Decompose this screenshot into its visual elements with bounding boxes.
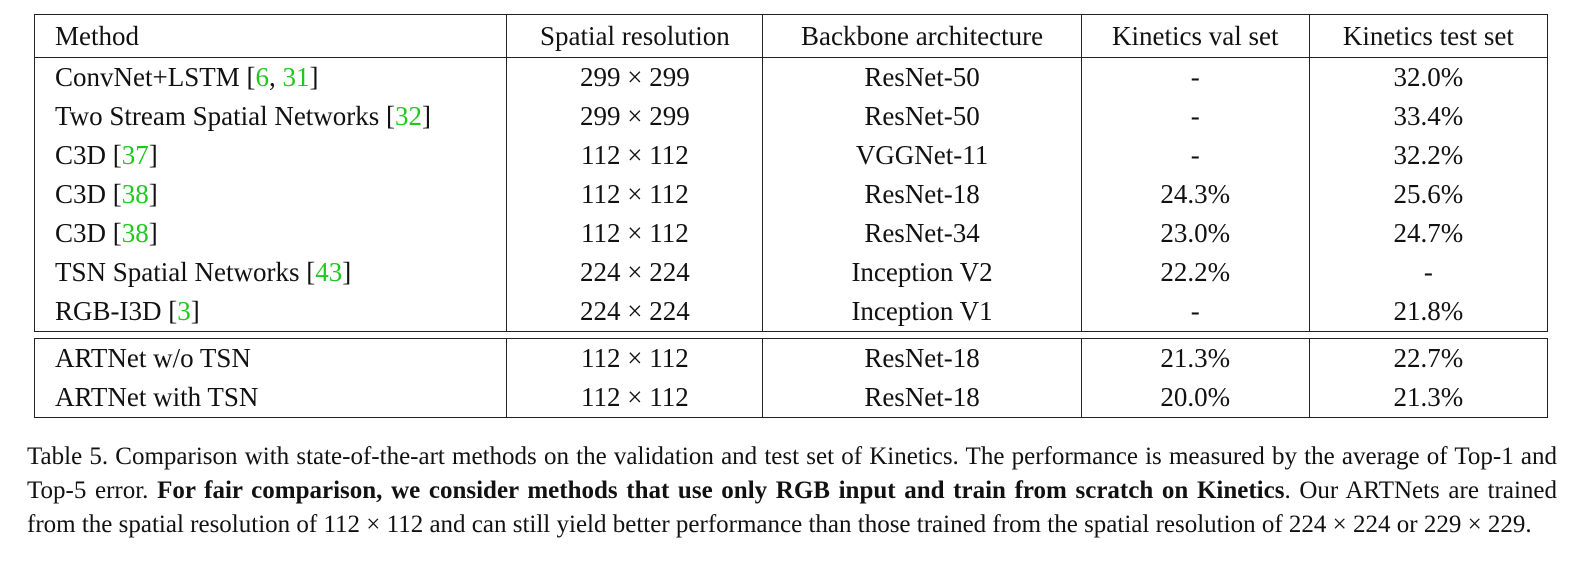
table-header-row: Method Spatial resolution Backbone archi… — [33, 14, 1549, 58]
citation-link[interactable]: 38 — [121, 218, 149, 248]
cell-backbone: Inception V1 — [762, 292, 1082, 332]
cell-val: - — [1080, 136, 1310, 175]
cell-test: 21.3% — [1308, 378, 1549, 418]
table-row: ConvNet+LSTM [6, 31] 299 × 299 ResNet-50-3… — [33, 57, 1549, 97]
table-row: ARTNet w/o TSN 112 × 112 ResNet-18 21.3% 22.… — [33, 338, 1549, 378]
cell-method: C3D [38] — [33, 175, 508, 214]
cell-backbone: ResNet-18 — [762, 378, 1082, 418]
caption-bold-text: For fair comparison, we consider methods… — [157, 477, 1285, 504]
cell-val: - — [1080, 57, 1310, 97]
table-row: ARTNet with TSN 112 × 112 ResNet-18 20.0% 21… — [33, 378, 1549, 418]
cell-method: ConvNet+LSTM [6, 31] — [33, 57, 508, 97]
cell-backbone: VGGNet-11 — [762, 136, 1082, 175]
table-row: C3D [38] 112 × 112 ResNet-18 24.3% 25.6% — [33, 175, 1549, 214]
cell-test: 25.6% — [1308, 175, 1549, 214]
cell-method: RGB-I3D [3] — [33, 292, 508, 332]
cell-resolution: 299 × 299 — [506, 97, 764, 136]
cell-backbone: ResNet-34 — [762, 214, 1082, 253]
table-row: C3D [38] 112 × 112 ResNet-34 23.0% 24.7% — [33, 214, 1549, 253]
cell-resolution: 112 × 112 — [506, 175, 764, 214]
cell-test: - — [1308, 253, 1549, 292]
method-name: ConvNet+LSTM [ — [55, 62, 256, 92]
method-name: Two Stream Spatial Networks [ — [55, 101, 396, 131]
cell-val: - — [1080, 97, 1310, 136]
caption-text-end: . Our ARTNets are trained from the spati… — [27, 477, 1557, 538]
cell-resolution: 112 × 112 — [506, 136, 764, 175]
cell-backbone: ResNet-18 — [762, 338, 1082, 378]
cell-test: 21.8% — [1308, 292, 1549, 332]
results-table: Method Spatial resolution Backbone archi… — [33, 14, 1549, 418]
citation-link[interactable]: 3 — [177, 296, 191, 326]
method-name: TSN Spatial Networks [ — [55, 257, 316, 287]
cell-resolution: 224 × 224 — [506, 253, 764, 292]
cell-backbone: ResNet-50 — [762, 97, 1082, 136]
table-row: Two Stream Spatial Networks [32] 299 × 29… — [33, 97, 1549, 136]
cell-resolution: 112 × 112 — [506, 214, 764, 253]
citation-link[interactable]: 43 — [315, 257, 343, 287]
method-name: C3D [ — [55, 179, 122, 209]
cell-test: 32.0% — [1308, 57, 1549, 97]
table-row: C3D [37] 112 × 112 VGGNet-11-32.2% — [33, 136, 1549, 175]
method-name: RGB-I3D [ — [55, 296, 178, 326]
cell-backbone: ResNet-50 — [762, 57, 1082, 97]
cell-val: - — [1080, 292, 1310, 332]
citation-link[interactable]: 37 — [121, 140, 149, 170]
method-name: C3D [ — [55, 140, 122, 170]
table-body: ConvNet+LSTM [6, 31] 299 × 299 ResNet-50-3… — [33, 57, 1549, 418]
cell-resolution: 299 × 299 — [506, 57, 764, 97]
citation-link[interactable]: 32 — [395, 101, 423, 131]
cell-resolution: 112 × 112 — [506, 378, 764, 418]
citation-link[interactable]: 38 — [121, 179, 149, 209]
citation-link[interactable]: 31 — [282, 62, 310, 92]
cell-method: C3D [38] — [33, 214, 508, 253]
method-name: ARTNet w/o TSN — [55, 343, 251, 373]
cell-test: 24.7% — [1308, 214, 1549, 253]
header-val: Kinetics val set — [1080, 14, 1310, 58]
cell-method: C3D [37] — [33, 136, 508, 175]
cell-test: 33.4% — [1308, 97, 1549, 136]
citation-link[interactable]: 6 — [255, 62, 269, 92]
cell-backbone: Inception V2 — [762, 253, 1082, 292]
header-backbone: Backbone architecture — [762, 14, 1082, 58]
cell-backbone: ResNet-18 — [762, 175, 1082, 214]
cell-val: 21.3% — [1080, 338, 1310, 378]
cell-test: 22.7% — [1308, 338, 1549, 378]
method-name: C3D [ — [55, 218, 122, 248]
cell-val: 22.2% — [1080, 253, 1310, 292]
cell-resolution: 112 × 112 — [506, 338, 764, 378]
cell-test: 32.2% — [1308, 136, 1549, 175]
cell-val: 23.0% — [1080, 214, 1310, 253]
table-row: RGB-I3D [3] 224 × 224 Inception V1-21.8% — [33, 292, 1549, 332]
table-caption: Table 5. Comparison with state-of-the-ar… — [27, 440, 1557, 542]
table-row: TSN Spatial Networks [43] 224 × 224 Incept… — [33, 253, 1549, 292]
cell-val: 24.3% — [1080, 175, 1310, 214]
cell-val: 20.0% — [1080, 378, 1310, 418]
cell-method: ARTNet with TSN — [33, 378, 508, 418]
cell-method: Two Stream Spatial Networks [32] — [33, 97, 508, 136]
cell-method: ARTNet w/o TSN — [33, 338, 508, 378]
group-spacer — [35, 332, 1548, 339]
header-test: Kinetics test set — [1308, 14, 1549, 58]
cell-resolution: 224 × 224 — [506, 292, 764, 332]
caption-text: Table 5. Comparison with state-of-the-ar… — [27, 443, 1557, 504]
header-method: Method — [33, 14, 508, 58]
header-resolution: Spatial resolution — [506, 14, 764, 58]
method-name: ARTNet with TSN — [55, 382, 259, 412]
cell-method: TSN Spatial Networks [43] — [33, 253, 508, 292]
